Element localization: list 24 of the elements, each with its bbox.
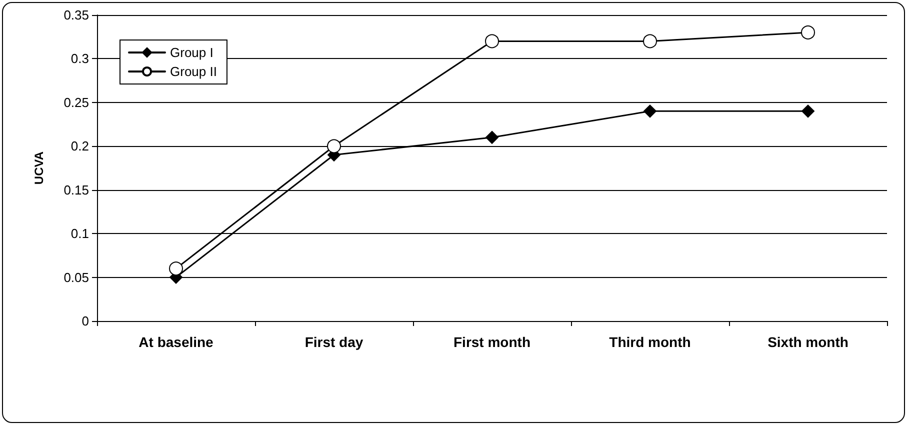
x-tick-label: First month bbox=[454, 334, 530, 350]
x-tick-label: Third month bbox=[609, 334, 691, 350]
legend-label: Group II bbox=[170, 64, 217, 79]
point bbox=[644, 104, 656, 118]
y-tick-label: 0.05 bbox=[64, 270, 89, 285]
point bbox=[485, 34, 499, 48]
point bbox=[327, 139, 341, 154]
x-tick-label: Sixth month bbox=[768, 334, 848, 350]
point bbox=[486, 130, 498, 144]
point bbox=[169, 262, 183, 276]
y-tick-label: 0.1 bbox=[70, 226, 89, 242]
x-tick-label: At baseline bbox=[138, 334, 214, 350]
y-tick-label: 0.25 bbox=[64, 94, 89, 110]
y-axis-title: UCVA bbox=[32, 151, 46, 185]
y-tick-label: 0.2 bbox=[70, 138, 89, 154]
point bbox=[802, 104, 814, 118]
y-tick-label: 0.15 bbox=[64, 182, 89, 198]
point bbox=[801, 25, 815, 40]
y-tick-label: 0.35 bbox=[64, 8, 89, 22]
x-tick-label: First day bbox=[304, 334, 364, 350]
y-tick-label: 0 bbox=[82, 314, 89, 328]
y-tick-label: 0.3 bbox=[70, 51, 89, 66]
point bbox=[643, 34, 657, 48]
legend-label: Group I bbox=[170, 45, 214, 60]
